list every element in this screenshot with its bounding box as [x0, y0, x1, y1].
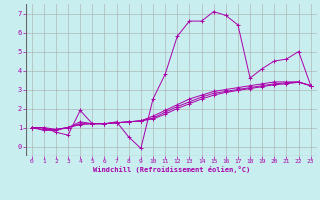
X-axis label: Windchill (Refroidissement éolien,°C): Windchill (Refroidissement éolien,°C)	[92, 166, 250, 173]
